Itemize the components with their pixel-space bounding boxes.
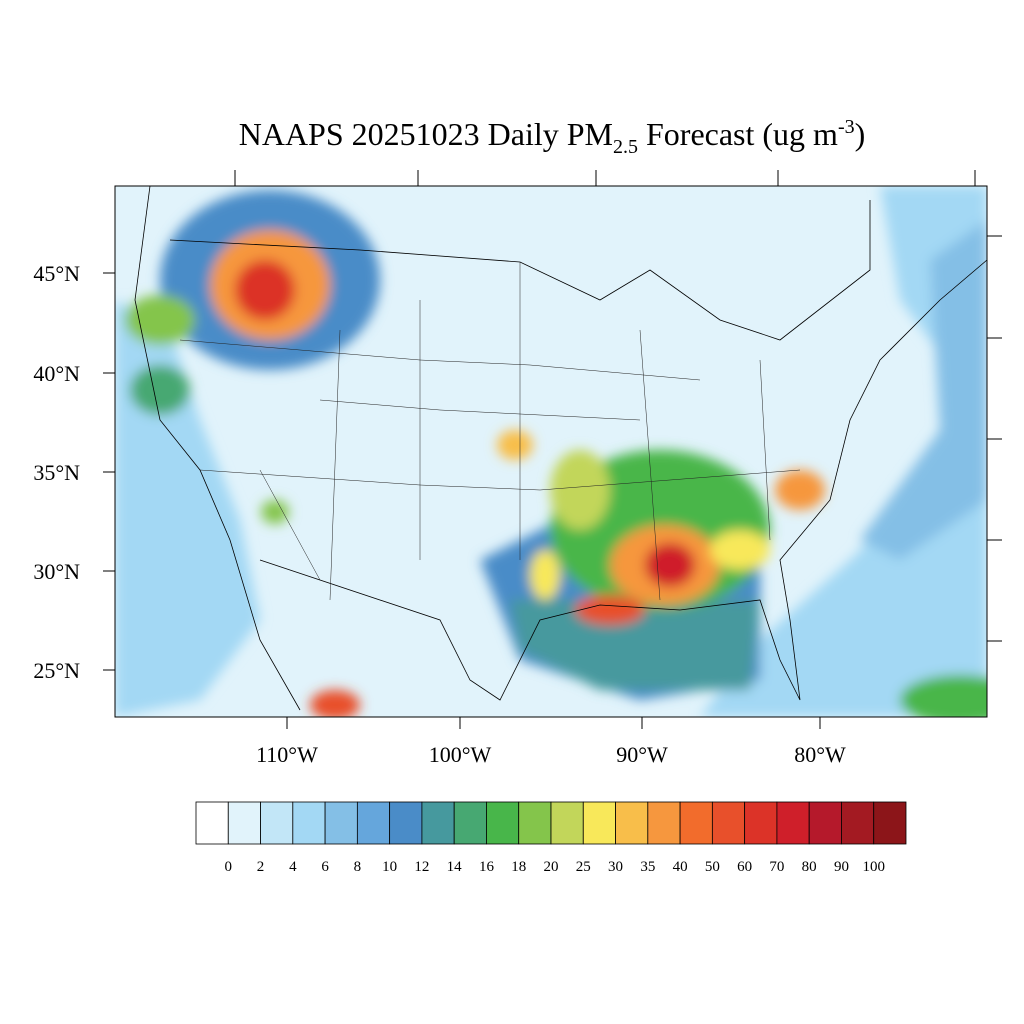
colorbar-label: 60: [737, 859, 752, 875]
colorbar-label: 14: [447, 859, 463, 875]
colorbar-label: 70: [769, 859, 784, 875]
colorbar-label: 12: [414, 859, 429, 875]
colorbar-label: 18: [511, 859, 526, 875]
colorbar-box: [744, 801, 778, 845]
colorbar-box: [808, 801, 842, 845]
lon-label: 100°W: [429, 742, 492, 767]
colorbar-label: 25: [576, 859, 591, 875]
colorbar-box: [324, 801, 358, 845]
colorbar-box: [518, 801, 552, 845]
colorbar-label: 8: [354, 859, 362, 875]
colorbar-box: [195, 801, 229, 845]
colorbar-label: 2: [257, 859, 265, 875]
colorbar-box: [453, 801, 487, 845]
colorbar-label: 90: [834, 859, 849, 875]
colorbar-label: 0: [225, 859, 233, 875]
lon-label: 110°W: [256, 742, 318, 767]
colorbar-box: [582, 801, 616, 845]
lon-label: 90°W: [616, 742, 668, 767]
colorbar-label: 10: [382, 859, 397, 875]
colorbar-label: 40: [673, 859, 688, 875]
colorbar-box: [292, 801, 326, 845]
title: NAAPS 20251023 Daily PM2.5 Forecast (ug …: [239, 116, 866, 158]
colorbar-label: 50: [705, 859, 720, 875]
colorbar-box: [486, 801, 520, 845]
colorbar-box: [873, 801, 907, 845]
lat-label: 30°N: [33, 559, 80, 584]
lat-labels: 45°N 40°N 35°N 30°N 25°N: [33, 261, 115, 683]
lon-label: 80°W: [794, 742, 846, 767]
colorbar-box: [550, 801, 584, 845]
lat-label: 25°N: [33, 658, 80, 683]
map-frame: [114, 185, 988, 718]
colorbar-box: [421, 801, 455, 845]
colorbar-label: 100: [862, 859, 885, 875]
pm25-field: [115, 186, 987, 717]
lat-label: 45°N: [33, 261, 80, 286]
colorbar-box: [776, 801, 810, 845]
colorbar-box: [227, 801, 261, 845]
colorbar-label: 4: [289, 859, 297, 875]
colorbar-box: [389, 801, 423, 845]
colorbar-label: 20: [544, 859, 559, 875]
colorbar-box: [356, 801, 391, 845]
colorbar-label: 80: [802, 859, 817, 875]
colorbar-box: [841, 801, 875, 845]
colorbar-box: [711, 801, 746, 845]
lat-label: 40°N: [33, 361, 80, 386]
colorbar: 0 2 4 6 8 10 12 14 16 18 20 25 30 35 40 50 60 70 80 90 100: [195, 801, 907, 875]
colorbar-box: [679, 801, 713, 845]
lat-label: 35°N: [33, 460, 80, 485]
colorbar-label: 35: [640, 859, 655, 875]
colorbar-box: [260, 801, 294, 845]
colorbar-label: 6: [321, 859, 329, 875]
colorbar-label: 30: [608, 859, 623, 875]
lon-labels: 110°W 100°W 90°W 80°W: [256, 717, 846, 767]
colorbar-box: [647, 801, 681, 845]
colorbar-box: [615, 801, 649, 845]
colorbar-label: 16: [479, 859, 495, 875]
